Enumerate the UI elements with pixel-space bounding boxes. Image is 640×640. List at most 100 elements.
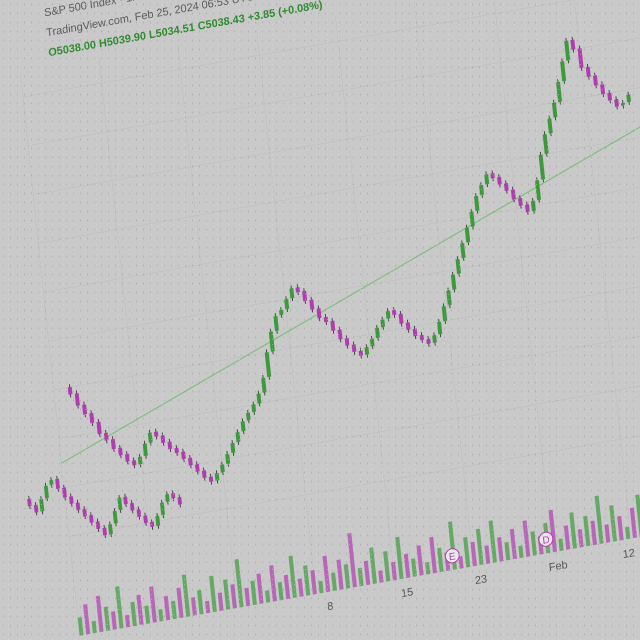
main-candle bbox=[89, 412, 95, 424]
lower-candle bbox=[62, 487, 67, 498]
main-candle bbox=[225, 453, 231, 465]
volume-bar bbox=[458, 556, 464, 569]
main-candle bbox=[460, 242, 466, 259]
main-candle bbox=[518, 197, 523, 206]
main-candle bbox=[82, 404, 88, 415]
volume-bar bbox=[391, 561, 397, 581]
volume-bar bbox=[318, 580, 324, 594]
main-candle bbox=[503, 183, 509, 192]
x-tick-label: 12 bbox=[622, 547, 635, 561]
lower-wick bbox=[14, 483, 18, 500]
main-candle bbox=[570, 39, 576, 50]
volume-bar bbox=[336, 559, 344, 590]
volume-bar bbox=[343, 564, 351, 589]
grid-line-h bbox=[28, 32, 640, 147]
main-candle bbox=[455, 258, 461, 275]
main-candle bbox=[174, 447, 179, 454]
volume-bar bbox=[563, 525, 571, 550]
grid-line-h bbox=[43, 179, 640, 293]
main-candle bbox=[484, 174, 490, 185]
volume-bar bbox=[310, 569, 317, 595]
main-candle bbox=[230, 442, 236, 454]
volume-bar bbox=[223, 579, 231, 610]
main-candle bbox=[577, 48, 584, 69]
volume-bar bbox=[283, 574, 291, 600]
main-candle bbox=[110, 438, 116, 450]
volume-bar bbox=[130, 601, 137, 627]
main-candle bbox=[208, 476, 214, 482]
main-candle bbox=[585, 66, 591, 78]
lower-candle bbox=[155, 515, 161, 527]
volume-bar bbox=[558, 538, 564, 552]
main-candle bbox=[142, 443, 148, 457]
main-candle bbox=[469, 211, 475, 227]
main-candle bbox=[412, 328, 418, 337]
main-candle bbox=[560, 61, 567, 82]
lower-candle bbox=[6, 477, 12, 488]
main-candle bbox=[264, 352, 272, 378]
volume-bar bbox=[256, 573, 264, 604]
main-candle bbox=[490, 172, 495, 179]
main-candle bbox=[530, 200, 536, 212]
grid-line-v bbox=[571, 0, 630, 524]
lower-candle bbox=[136, 509, 142, 518]
lower-candle bbox=[112, 510, 118, 524]
volume-bar bbox=[171, 600, 177, 620]
main-candle bbox=[441, 305, 448, 322]
lower-candle bbox=[165, 494, 170, 503]
main-candle bbox=[564, 40, 571, 61]
volume-bar bbox=[590, 520, 597, 546]
grid-line-h bbox=[33, 81, 640, 195]
volume-bar bbox=[357, 567, 364, 587]
volume-bar bbox=[437, 547, 444, 573]
lower-candle bbox=[108, 524, 113, 535]
main-candle bbox=[450, 274, 457, 290]
volume-bar bbox=[518, 545, 524, 559]
main-candle bbox=[380, 319, 386, 328]
main-candle bbox=[194, 463, 200, 472]
lower-candle bbox=[123, 496, 128, 505]
volume-bar bbox=[577, 528, 584, 548]
main-candle bbox=[181, 451, 186, 460]
volume-bar bbox=[416, 545, 424, 576]
volume-bar bbox=[234, 558, 244, 608]
lower-candle bbox=[82, 508, 87, 517]
main-candle bbox=[432, 334, 437, 344]
main-candle bbox=[344, 337, 350, 346]
lower-candle bbox=[20, 494, 26, 501]
volume-bar bbox=[583, 515, 591, 547]
main-candle bbox=[374, 327, 380, 339]
volume-bar bbox=[158, 608, 164, 622]
volume-bar bbox=[504, 541, 511, 561]
main-candle bbox=[479, 184, 485, 196]
grid-line-h bbox=[58, 325, 640, 440]
volume-bar bbox=[463, 536, 471, 568]
lower-candle bbox=[102, 527, 107, 536]
main-candle bbox=[437, 321, 443, 335]
volume-bar bbox=[604, 524, 611, 543]
volume-bar bbox=[331, 572, 337, 592]
main-candle bbox=[426, 338, 431, 345]
grid-line-h bbox=[22, 0, 640, 98]
main-candle bbox=[214, 472, 220, 481]
main-candle bbox=[542, 133, 549, 155]
event-badge-label: D bbox=[542, 535, 550, 547]
lower-candle bbox=[95, 521, 101, 530]
volume-bar bbox=[475, 528, 484, 566]
lower-candle bbox=[89, 514, 94, 523]
lower-candle bbox=[33, 504, 39, 513]
volume-bar bbox=[609, 505, 617, 542]
main-candle bbox=[279, 309, 284, 316]
grid-line-h bbox=[69, 423, 640, 537]
main-candle bbox=[96, 421, 102, 435]
main-candle bbox=[600, 83, 606, 95]
lower-candle bbox=[129, 502, 135, 511]
x-tick-label: Feb bbox=[548, 559, 568, 574]
main-candle bbox=[525, 204, 530, 213]
lower-candle bbox=[55, 478, 60, 490]
volume-bar bbox=[230, 584, 237, 609]
main-candle bbox=[256, 393, 262, 404]
lower-candle bbox=[177, 496, 183, 505]
